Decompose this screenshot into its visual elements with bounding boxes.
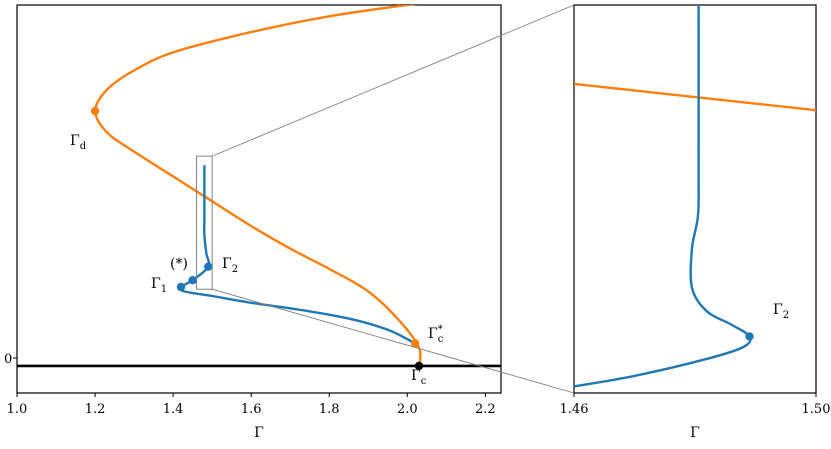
label-gamma-c: Γc [411,368,427,387]
label-gamma-1: Γ1 [151,276,167,295]
zoom-label-gamma-2: Γ2 [773,302,789,321]
main-x-tick-label-4: 1.8 [319,402,340,417]
connector-top [211,4,575,157]
zoom-marker-gamma-2 [745,332,754,341]
zoom-x-tick-label-1: 1.50 [802,402,831,417]
main-x-tick-label-1: 1.2 [85,402,106,417]
zoom-blue-branch-line [574,5,752,388]
connector-bottom [212,288,575,394]
label-gamma-c-star: Γ* c [428,324,444,345]
label-gamma-d: Γd [70,133,87,152]
marker-gamma-d [90,106,100,116]
marker-star [188,276,197,285]
main-x-tick-label-3: 1.6 [241,402,262,417]
main-x-tick-label-0: 1.0 [7,402,28,417]
main-x-axis-label: Γ [254,425,264,441]
marker-gamma-c-star [410,339,420,348]
marker-gamma-1 [176,282,186,292]
marker-gamma-2 [204,262,213,271]
marker-gamma-c [414,361,424,371]
main-x-tick-label-6: 2.2 [475,402,496,417]
main-panel [17,5,501,371]
label-gamma-2: Γ2 [222,256,238,275]
label-star: (*) [170,256,188,272]
zoom-x-axis-label: Γ [690,425,700,441]
main-y-tick-label-0: 0 [4,352,12,367]
zoom-panel [574,5,816,388]
zoom-connectors [211,4,575,394]
blue-branch-line [178,165,416,345]
main-x-tick-label-5: 2.0 [397,402,418,417]
zoom-axes-frame [573,4,817,394]
zoom-x-tick-label-0: 1.46 [560,402,589,417]
orange-branch-line [93,5,422,367]
main-x-tick-label-2: 1.4 [163,402,184,417]
zoom-orange-branch-line [574,82,816,112]
inset-box [196,155,213,290]
main-axes-frame [16,4,502,394]
